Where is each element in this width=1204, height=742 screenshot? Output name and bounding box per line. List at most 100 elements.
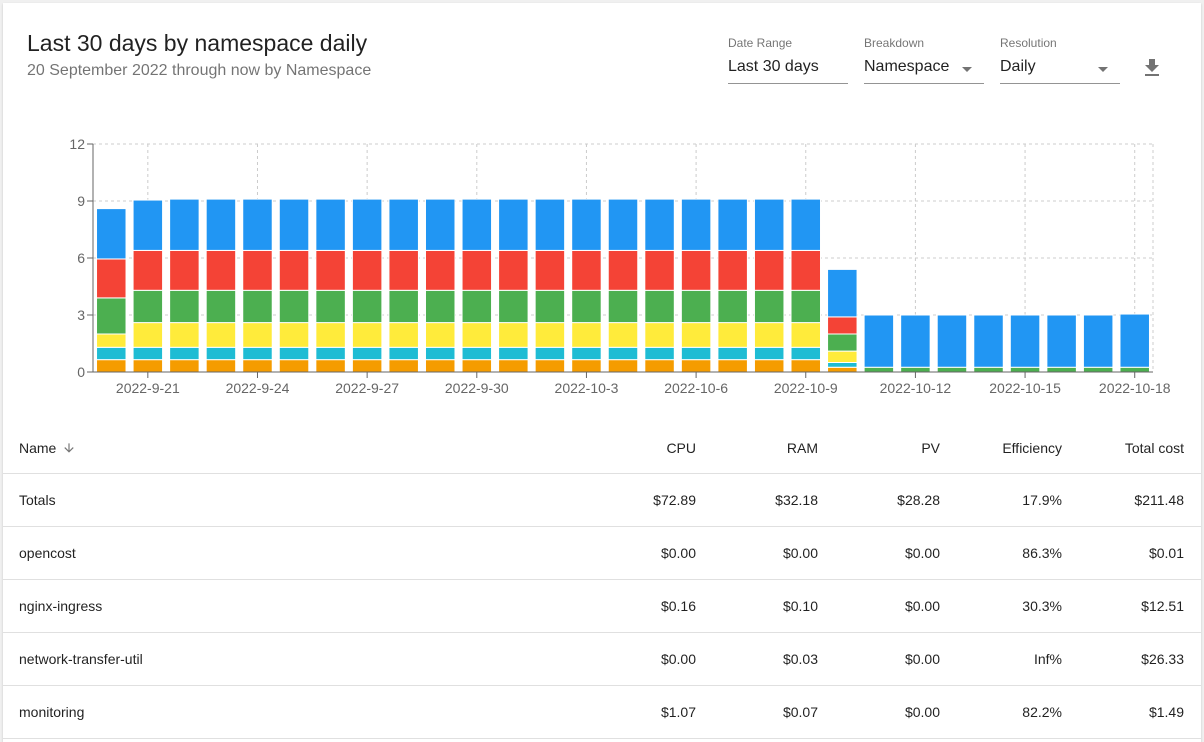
bar-segment xyxy=(1009,366,1041,373)
bar-segment xyxy=(680,198,712,251)
bar-segment xyxy=(388,198,419,251)
ram-cell: $0.07 xyxy=(782,704,818,720)
total-cost-cell: $26.33 xyxy=(1141,651,1184,667)
bar-segment xyxy=(242,198,273,251)
row-name[interactable]: monitoring xyxy=(19,704,85,720)
table-row[interactable]: monitoring $1.07 $0.07 $0.00 82.2% $1.49 xyxy=(3,686,1201,739)
efficiency-cell: Inf% xyxy=(1033,651,1062,667)
bar-segment xyxy=(571,289,602,324)
bar-segment xyxy=(132,289,164,324)
arrow-down-icon[interactable] xyxy=(62,441,76,455)
bar-segment xyxy=(827,316,858,335)
bar-segment xyxy=(607,322,639,348)
bar-segment xyxy=(205,198,237,251)
bar-segment xyxy=(242,249,273,291)
breakdown-value[interactable]: Namespace xyxy=(864,58,950,75)
row-name[interactable]: opencost xyxy=(19,545,76,561)
x-tick-label: 2022-10-9 xyxy=(774,380,838,396)
column-header-ram[interactable]: RAM xyxy=(786,440,818,456)
bar-segment xyxy=(498,322,529,348)
row-name[interactable]: network-transfer-util xyxy=(19,651,143,667)
bar-segment xyxy=(461,249,493,291)
bar-segment xyxy=(1046,366,1077,373)
resolution-select[interactable]: Resolution Daily xyxy=(1000,33,1120,85)
row-name[interactable]: nginx-ingress xyxy=(19,598,103,614)
bar-segment xyxy=(315,322,346,348)
table-row[interactable]: network-transfer-util $0.00 $0.03 $0.00 … xyxy=(3,633,1201,686)
bar-segment xyxy=(936,314,968,368)
column-header-name-label: Name xyxy=(19,440,57,456)
cpu-cell: $0.16 xyxy=(660,598,696,614)
cpu-cell: $0.00 xyxy=(660,651,696,667)
date-range-underline xyxy=(728,83,848,84)
bar-segment xyxy=(680,289,712,324)
table-row[interactable]: opencost $0.00 $0.00 $0.00 86.3% $0.01 xyxy=(3,527,1201,580)
table-row-totals: Totals $72.89 $32.18 $28.28 17.9% $211.4… xyxy=(3,474,1201,527)
bar-segment xyxy=(1046,314,1077,368)
bar-segment xyxy=(388,322,419,348)
bar-segment xyxy=(498,346,529,361)
date-range-value[interactable]: Last 30 days xyxy=(728,58,819,75)
column-header-total-cost[interactable]: Total cost xyxy=(1124,440,1184,456)
x-tick-label: 2022-10-3 xyxy=(555,380,619,396)
cpu-cell: $1.07 xyxy=(660,704,696,720)
x-tick-label: 2022-9-30 xyxy=(445,380,509,396)
resolution-dropdown-icon[interactable] xyxy=(1098,67,1108,72)
bar-segment xyxy=(424,322,456,348)
bar-segment xyxy=(534,359,566,373)
cpu-cell: $72.89 xyxy=(653,492,696,508)
efficiency-cell: 82.2% xyxy=(1022,704,1062,720)
bar-segment xyxy=(351,359,383,373)
bar-segment xyxy=(96,297,127,335)
download-icon[interactable] xyxy=(1140,56,1164,80)
bar-segment xyxy=(790,359,822,373)
bar-segment xyxy=(498,359,529,373)
bar-segment xyxy=(1082,366,1114,373)
column-header-efficiency[interactable]: Efficiency xyxy=(1002,440,1062,456)
report-title: Last 30 days by namespace daily xyxy=(27,30,368,56)
bar-segment xyxy=(753,198,785,251)
bar-segment xyxy=(644,359,675,373)
breakdown-select[interactable]: Breakdown Namespace xyxy=(864,33,984,85)
bar-segment xyxy=(1119,366,1150,373)
date-range-field[interactable]: Date Range Last 30 days xyxy=(728,33,848,85)
breakdown-dropdown-icon[interactable] xyxy=(962,67,972,72)
bar-segment xyxy=(242,359,273,373)
bar-segment xyxy=(644,198,675,251)
bar-segment xyxy=(351,249,383,291)
date-range-label: Date Range xyxy=(728,36,793,50)
y-tick-label: 6 xyxy=(77,250,85,266)
bar-segment xyxy=(315,346,346,361)
bar-segment xyxy=(644,322,675,348)
bar-segment xyxy=(424,289,456,324)
column-header-name[interactable]: Name xyxy=(19,423,76,473)
column-header-pv[interactable]: PV xyxy=(921,440,940,456)
bar-segment xyxy=(717,346,748,361)
report-subtitle: 20 September 2022 through now by Namespa… xyxy=(27,62,372,79)
table-header: Name CPU RAM PV Efficiency Total cost xyxy=(3,423,1201,474)
bar-segment xyxy=(169,289,200,324)
pv-cell: $0.00 xyxy=(904,598,940,614)
bar-segment xyxy=(1119,313,1150,368)
bar-segment xyxy=(424,346,456,361)
bar-segment xyxy=(973,366,1004,373)
pv-cell: $28.28 xyxy=(897,492,940,508)
bar-segment xyxy=(827,366,858,373)
bar-segment xyxy=(790,289,822,324)
total-cost-cell: $0.01 xyxy=(1148,545,1184,561)
bar-segment xyxy=(424,359,456,373)
column-header-cpu[interactable]: CPU xyxy=(666,440,696,456)
bar-segment xyxy=(278,359,310,373)
bar-segment xyxy=(571,359,602,373)
resolution-value[interactable]: Daily xyxy=(1000,58,1036,75)
bar-segment xyxy=(790,322,822,348)
bar-segment xyxy=(753,359,785,373)
y-tick-label: 9 xyxy=(77,193,85,209)
bar-segment xyxy=(132,359,164,373)
bar-segment xyxy=(351,198,383,251)
resolution-underline xyxy=(1000,83,1120,84)
pv-cell: $0.00 xyxy=(904,704,940,720)
table-row[interactable]: nginx-ingress $0.16 $0.10 $0.00 30.3% $1… xyxy=(3,580,1201,633)
bar-segment xyxy=(242,322,273,348)
bar-segment xyxy=(205,289,237,324)
